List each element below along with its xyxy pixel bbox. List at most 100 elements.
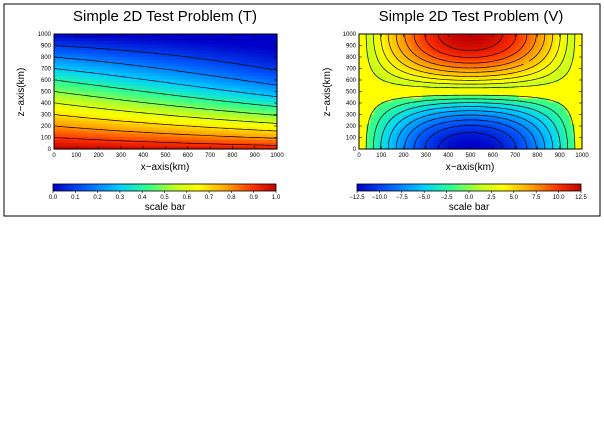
heatmap-cell [548, 91, 553, 96]
heatmap-cell [135, 69, 141, 73]
heatmap-cell [563, 78, 568, 83]
heatmap-cell [362, 139, 368, 144]
heatmap-cell [262, 78, 267, 83]
heatmap-cell [489, 117, 494, 121]
heatmap-cell [515, 34, 520, 38]
heatmap-cell [232, 110, 237, 115]
heatmap-cell [552, 62, 557, 67]
heatmap-cell [507, 75, 512, 80]
heatmap-cell [496, 43, 501, 48]
heatmap-cell [228, 117, 233, 121]
heatmap-cell [61, 75, 66, 80]
heatmap-cell [474, 69, 479, 73]
heatmap-cell [184, 62, 189, 67]
heatmap-cell [437, 37, 442, 41]
heatmap-cell [507, 53, 512, 57]
heatmap-cell [511, 94, 516, 99]
heatmap-cell [574, 101, 579, 105]
heatmap-cell [169, 69, 174, 73]
heatmap-cell [146, 56, 152, 61]
heatmap-cell [262, 46, 267, 51]
heatmap-cell [202, 129, 207, 134]
heatmap-cell [574, 65, 579, 70]
heatmap-cell [515, 91, 520, 96]
x-axis-label: x−axis(km) [446, 162, 495, 173]
heatmap-cell [83, 113, 89, 118]
heatmap-cell [425, 120, 431, 125]
heatmap-cell [388, 88, 394, 93]
heatmap-cell [76, 34, 81, 38]
heatmap-cell [150, 136, 155, 141]
heatmap-cell [578, 145, 583, 150]
heatmap-cell [139, 46, 144, 51]
heatmap-cell [474, 104, 479, 109]
heatmap-cell [269, 40, 274, 45]
heatmap-cell [373, 91, 379, 96]
heatmap-cell [411, 56, 416, 61]
heatmap-cell [72, 34, 77, 38]
heatmap-cell [232, 53, 237, 57]
heatmap-cell [213, 97, 219, 102]
heatmap-cell [161, 104, 167, 109]
heatmap-cell [567, 34, 572, 38]
contour-line [372, 33, 569, 85]
heatmap-cell [362, 97, 368, 102]
heatmap-cell [522, 139, 527, 144]
heatmap-cell [176, 65, 181, 70]
heatmap-cell [239, 69, 245, 73]
heatmap-cell [228, 94, 233, 99]
heatmap-cell [113, 145, 118, 150]
heatmap-cell [403, 85, 408, 89]
heatmap-cell [422, 101, 427, 105]
heatmap-cell [150, 113, 155, 118]
heatmap-cell [265, 72, 271, 77]
heatmap-cell [541, 117, 546, 121]
heatmap-cell [117, 69, 122, 73]
heatmap-cell [370, 75, 375, 80]
heatmap-cell [221, 133, 226, 137]
heatmap-cell [370, 117, 375, 121]
heatmap-cell [165, 94, 170, 99]
heatmap-cell [474, 34, 479, 38]
heatmap-cell [213, 37, 219, 41]
heatmap-cell [239, 133, 245, 137]
heatmap-cell [184, 65, 189, 70]
heatmap-cell [533, 110, 538, 115]
heatmap-cell [399, 142, 405, 147]
heatmap-cell [526, 113, 531, 118]
heatmap-cell [158, 129, 163, 134]
heatmap-cell [459, 69, 464, 73]
heatmap-cell [373, 136, 379, 141]
heatmap-cell [243, 53, 248, 57]
heatmap-cell [57, 69, 63, 73]
heatmap-cell [172, 85, 178, 89]
heatmap-cell [243, 46, 248, 51]
heatmap-cell [221, 91, 226, 96]
heatmap-cell [529, 40, 535, 45]
heatmap-cell [117, 145, 122, 150]
heatmap-cell [87, 49, 92, 54]
heatmap-cell [492, 110, 498, 115]
heatmap-cell [459, 133, 464, 137]
heatmap-cell [570, 62, 576, 67]
heatmap-cell [83, 53, 89, 57]
heatmap-cell [388, 123, 394, 128]
heatmap-cell [529, 37, 535, 41]
heatmap-cell [470, 142, 475, 147]
heatmap-cell [180, 97, 185, 102]
heatmap-cell [377, 110, 382, 115]
heatmap-cell [61, 37, 66, 41]
heatmap-cell [195, 110, 200, 115]
heatmap-cell [187, 43, 193, 48]
heatmap-cell [388, 59, 394, 64]
heatmap-cell [455, 62, 460, 67]
heatmap-cell [396, 142, 401, 147]
heatmap-cell [515, 104, 520, 109]
heatmap-cell [359, 129, 364, 134]
heatmap-cell [477, 56, 483, 61]
heatmap-cell [563, 139, 568, 144]
heatmap-cell [161, 139, 167, 144]
heatmap-cell [362, 107, 368, 112]
heatmap-cell [269, 78, 274, 83]
heatmap-cell [76, 113, 81, 118]
